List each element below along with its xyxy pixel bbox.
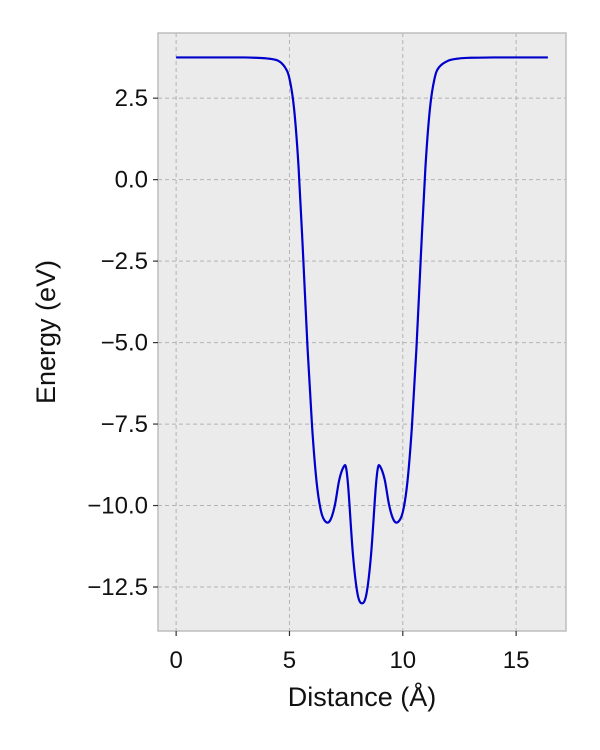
y-axis-label: Energy (eV): [31, 260, 61, 404]
x-tick-label: 5: [283, 647, 296, 674]
y-tick-label: −12.5: [87, 574, 148, 601]
grid-lines: [158, 33, 566, 631]
x-tick-label: 0: [169, 647, 182, 674]
y-tick-label: 2.5: [115, 85, 148, 112]
x-axis-label: Distance (Å): [288, 681, 437, 712]
x-axis-ticks: 0 5 10 15: [169, 631, 529, 674]
y-tick-label: −2.5: [101, 248, 148, 275]
x-tick-label: 10: [389, 647, 416, 674]
plot-area-background: [158, 33, 566, 631]
y-tick-label: −10.0: [87, 493, 148, 520]
y-tick-label: 0.0: [115, 167, 148, 194]
y-tick-label: −7.5: [101, 411, 148, 438]
plot-area-frame: [157, 32, 567, 632]
energy-curve-line: [176, 56, 548, 605]
x-tick-label: 15: [503, 647, 530, 674]
y-axis-ticks: 2.5 0.0 −2.5 −5.0 −7.5 −10.0 −12.5: [87, 85, 158, 601]
y-tick-label: −5.0: [101, 330, 148, 357]
